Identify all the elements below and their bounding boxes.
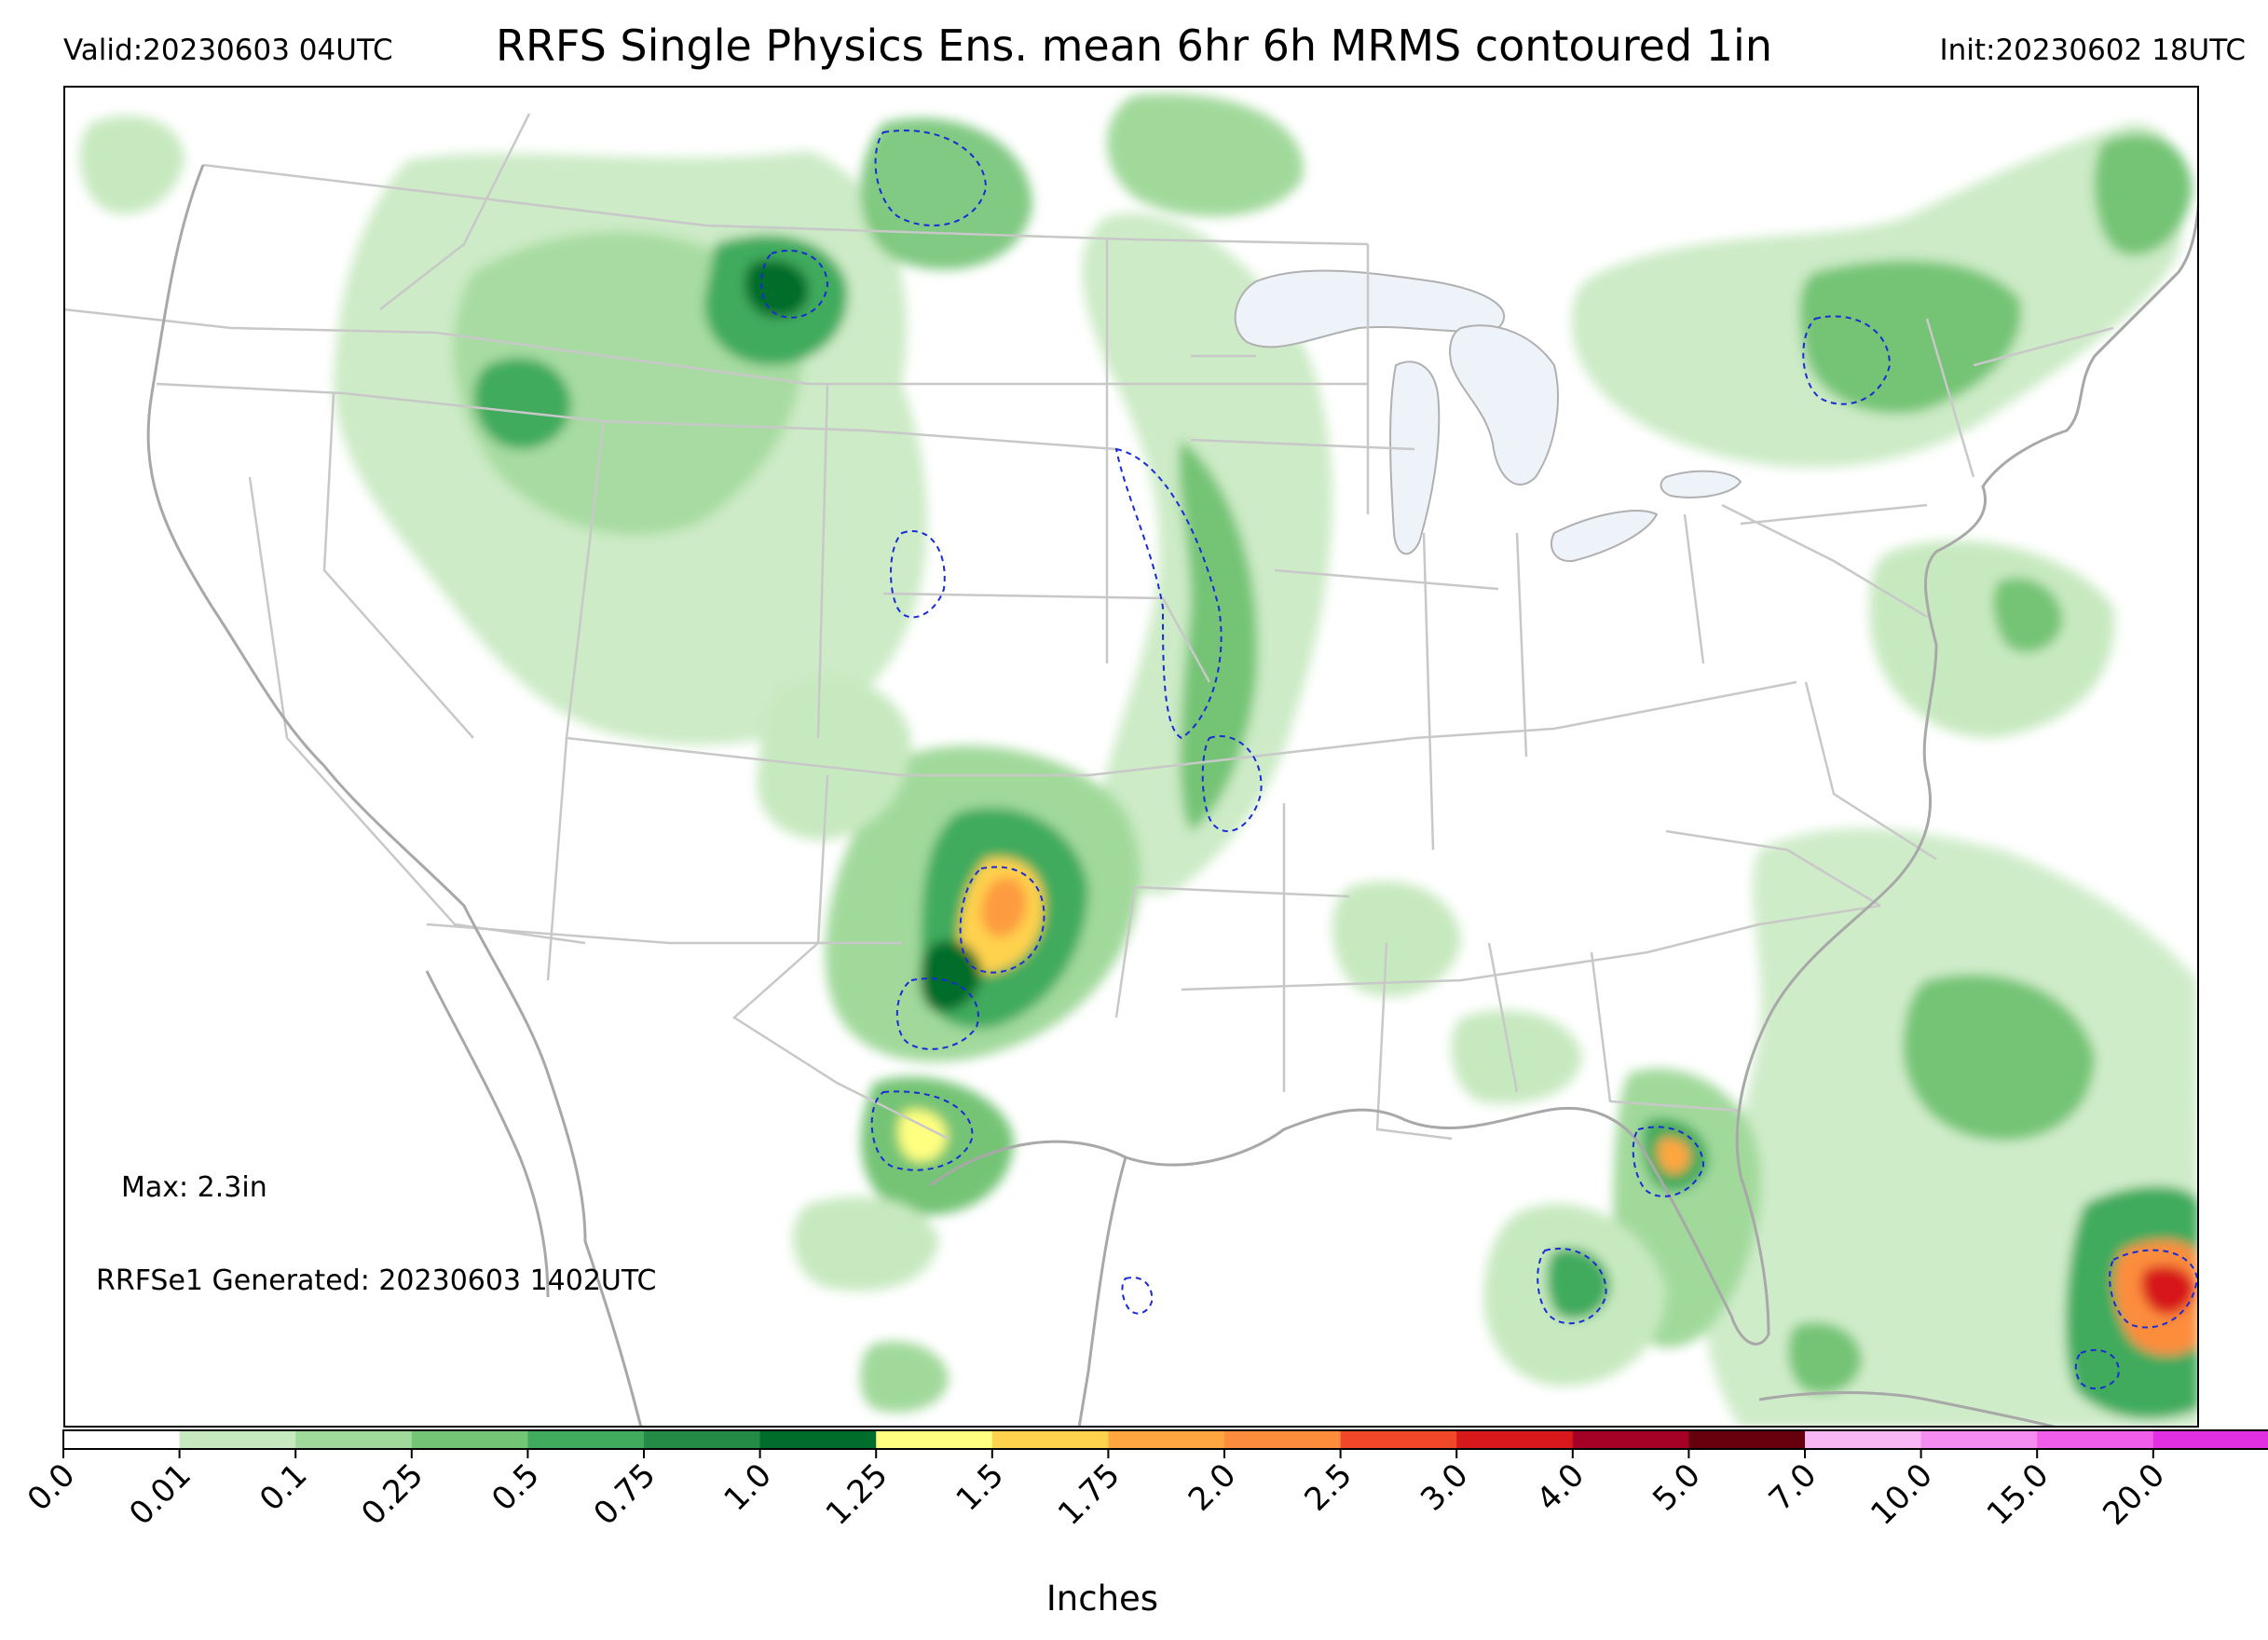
colorbar-tick-label: 1.0: [717, 1456, 779, 1519]
colorbar-tick-label: 10.0: [1864, 1456, 1940, 1533]
colorbar-swatch: [1688, 1430, 1806, 1449]
colorbar-swatch: [179, 1430, 296, 1449]
coastlines: [146, 164, 2199, 1428]
colorbar-swatches: [62, 1429, 2268, 1450]
colorbar-swatch: [1805, 1430, 1922, 1449]
colorbar-swatch: [1572, 1430, 1689, 1449]
colorbar-tick-label: 0.01: [122, 1456, 198, 1533]
valid-time-label: Valid:20230603 04UTC: [63, 34, 393, 67]
cuba: [1758, 1391, 2058, 1428]
colorbar-tick-label: 0.0: [20, 1456, 83, 1519]
precipitation-map: [63, 86, 2199, 1428]
colorbar-tick-label: 2.5: [1297, 1456, 1359, 1519]
colorbar-outline: [62, 1429, 2268, 1450]
colorbar-swatch: [1340, 1430, 1457, 1449]
colorbar-swatch: [1456, 1430, 1574, 1449]
colorbar-tick-label: 15.0: [1980, 1456, 2056, 1533]
colorbar-swatch: [1108, 1430, 1225, 1449]
lake-superior: [1234, 269, 1505, 348]
baja: [425, 970, 550, 1298]
colorbar-swatch: [2037, 1430, 2154, 1449]
colorbar-swatch: [527, 1430, 645, 1449]
max-value-note: Max: 2.3in: [121, 1171, 267, 1204]
lake-huron: [1449, 324, 1559, 486]
great-lakes: [1234, 269, 1742, 563]
init-time-label: Init:20230602 18UTC: [1939, 34, 2246, 67]
colorbar-swatch: [411, 1430, 528, 1449]
colorbar-swatch: [1224, 1430, 1342, 1449]
colorbar-tick-label: 5.0: [1646, 1456, 1708, 1519]
colorbar-tick-label: 1.75: [1051, 1456, 1127, 1533]
west-coast: [146, 164, 643, 1428]
colorbar-swatch: [63, 1430, 181, 1449]
colorbar-tick-label: 0.5: [485, 1456, 547, 1519]
state-boundaries: [63, 113, 2114, 1141]
colorbar-swatch: [644, 1430, 761, 1449]
colorbar-tick-label: 1.25: [819, 1456, 895, 1533]
chart-title: RRFS Single Physics Ens. mean 6hr 6h MRM…: [496, 20, 1772, 71]
colorbar-tick-label: 0.1: [253, 1456, 315, 1519]
colorbar-swatch: [295, 1430, 413, 1449]
colorbar-tick-label: 3.0: [1414, 1456, 1476, 1519]
colorbar-swatch: [2152, 1430, 2268, 1449]
east-coast: [1767, 197, 2199, 1018]
colorbar-tick-label: 1.5: [950, 1456, 1012, 1519]
colorbar-label: Inches: [1046, 1578, 1158, 1619]
colorbar-tick-label: 7.0: [1762, 1456, 1824, 1519]
florida: [1646, 1017, 1770, 1346]
gulf-coast: [929, 1106, 1649, 1187]
lake-michigan: [1389, 361, 1441, 555]
colorbar-swatch: [1920, 1430, 2038, 1449]
mexico-east-coast: [1077, 1156, 1127, 1428]
generated-note: RRFSe1 Generated: 20230603 1402UTC: [96, 1264, 657, 1297]
map-frame: [63, 86, 2199, 1428]
lake-erie: [1550, 510, 1659, 563]
colorbar-tick-label: 4.0: [1530, 1456, 1592, 1519]
colorbar-ticks: 0.0 0.01 0.1 0.25 0.5 0.75 1.0 1.25 1.5 1.75 2.0 2.…: [20, 1449, 2172, 1533]
colorbar-tick-label: 20.0: [2096, 1456, 2172, 1533]
colorbar-swatch: [876, 1430, 993, 1449]
mrms-1in-contours: [760, 130, 2199, 1390]
colorbar-swatch: [759, 1430, 877, 1449]
colorbar-swatch: [991, 1430, 1109, 1449]
colorbar-tick-label: 0.75: [587, 1456, 663, 1533]
colorbar-tick-label: 0.25: [354, 1456, 430, 1533]
colorbar-tick-label: 2.0: [1182, 1456, 1244, 1519]
lake-ontario: [1660, 470, 1742, 499]
